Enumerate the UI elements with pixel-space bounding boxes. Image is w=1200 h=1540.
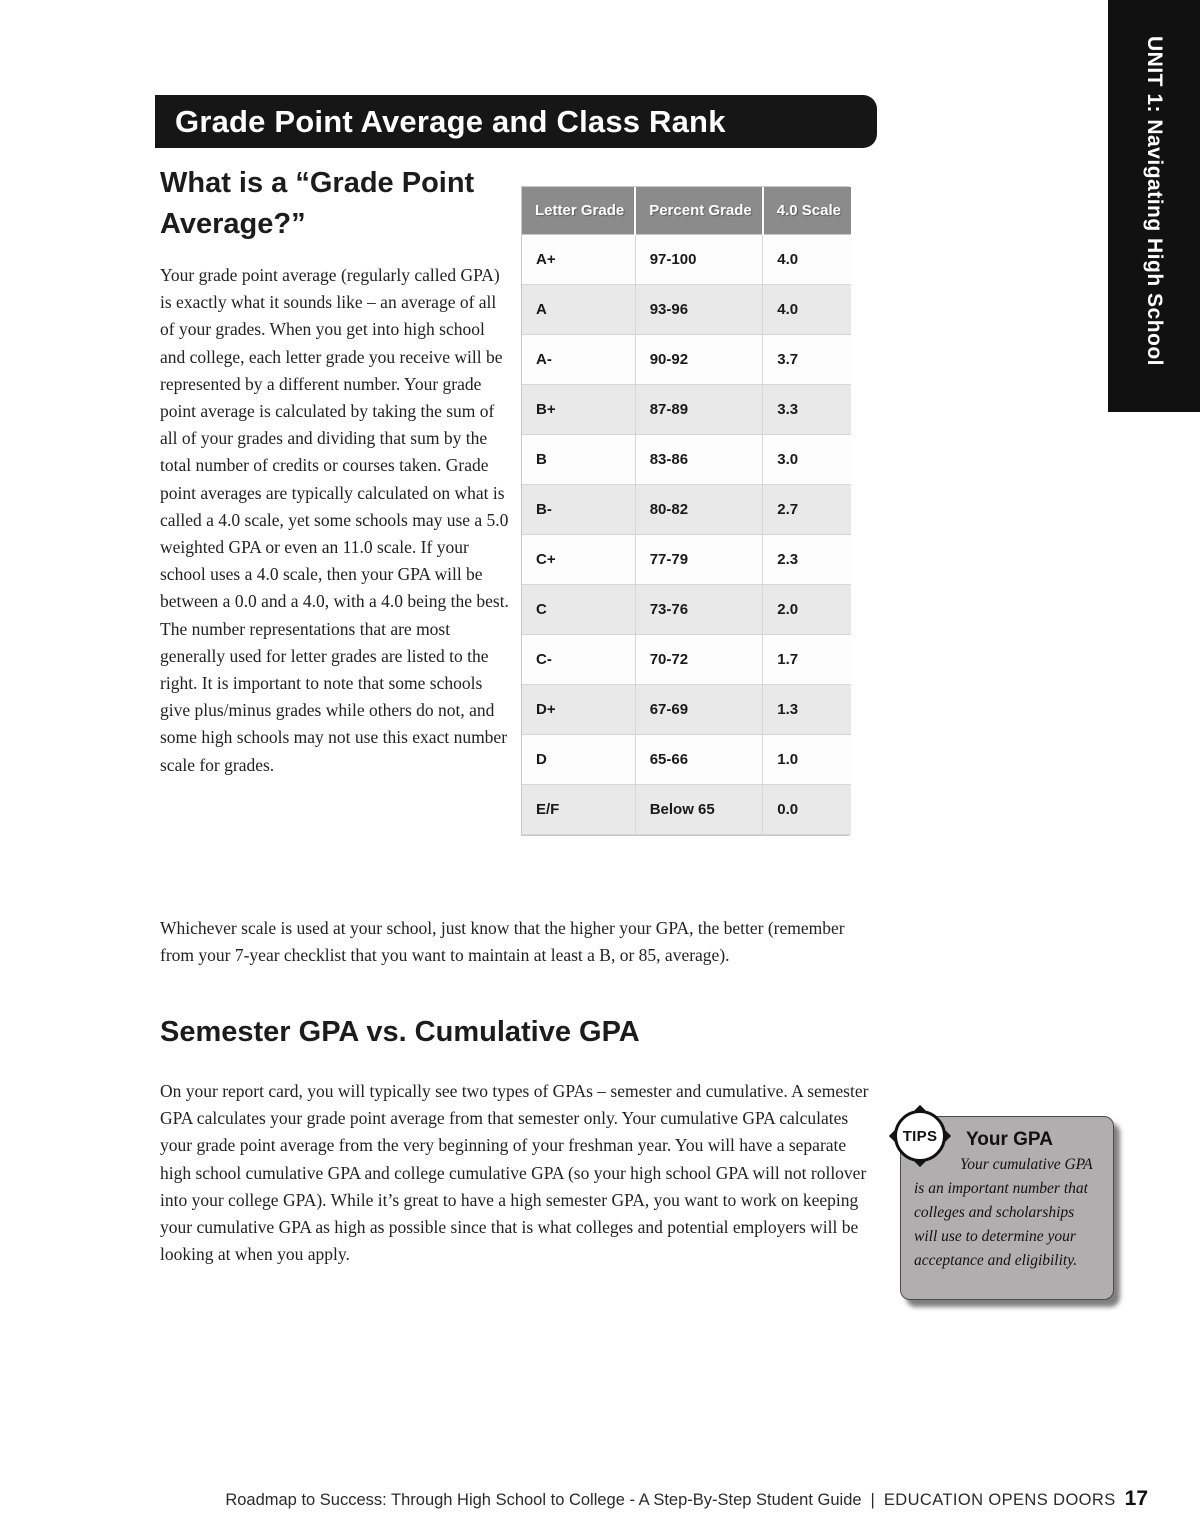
section-heading-what-is-gpa: What is a “Grade Point Average?” [160, 167, 475, 241]
tips-body-text: Your cumulative GPA is an important numb… [914, 1156, 1093, 1269]
table-row: E/F Below 65 0.0 [522, 784, 851, 835]
table-cell: 77-79 [635, 534, 764, 585]
paragraph-whichever-scale: Whichever scale is used at your school, … [160, 918, 845, 966]
table-cell: 2.0 [762, 584, 851, 635]
page-number: 17 [1124, 1487, 1148, 1510]
table-cell: A [522, 284, 636, 335]
table-cell: 4.0 [762, 284, 851, 335]
table-cell: D [522, 734, 636, 785]
table-cell: Below 65 [635, 784, 764, 835]
table-cell: 2.3 [762, 534, 851, 585]
table-cell: 70-72 [635, 634, 764, 685]
table-cell: C [522, 584, 636, 635]
table-row: C 73-76 2.0 [522, 584, 851, 635]
table-cell: 1.3 [762, 684, 851, 735]
unit-tab-label: UNIT 1: Navigating High School [1143, 36, 1166, 367]
table-cell: 87-89 [635, 384, 764, 435]
table-cell: 80-82 [635, 484, 764, 535]
tips-badge-icon: TIPS [888, 1104, 952, 1168]
tips-heading: Your GPA [966, 1129, 1053, 1150]
page-title: Grade Point Average and Class Rank [175, 103, 726, 139]
table-cell: 0.0 [762, 784, 851, 835]
table-cell: D+ [522, 684, 636, 735]
table-row: B- 80-82 2.7 [522, 484, 851, 535]
table-row: A+ 97-100 4.0 [522, 234, 851, 285]
table-header-cell: Letter Grade [522, 187, 637, 235]
footer-brand: EDUCATION OPENS DOORS [883, 1491, 1116, 1509]
table-cell: 2.7 [762, 484, 851, 535]
table-row: B+ 87-89 3.3 [522, 384, 851, 435]
table-cell: 67-69 [635, 684, 764, 735]
table-cell: 65-66 [635, 734, 764, 785]
gpa-table-body: A+ 97-100 4.0 A 93-96 4.0 A- 90-92 3.7 B+ 87-89 3.3… [522, 234, 851, 835]
title-banner: Grade Point Average and Class Rank [155, 95, 877, 148]
footer-separator: | [870, 1491, 875, 1509]
table-cell: B [522, 434, 636, 485]
table-row: A- 90-92 3.7 [522, 334, 851, 385]
table-cell: 4.0 [762, 234, 851, 285]
table-row: C- 70-72 1.7 [522, 634, 851, 685]
table-cell: 3.7 [762, 334, 851, 385]
table-cell: 83-86 [635, 434, 764, 485]
table-header-cell: Percent Grade [635, 187, 764, 235]
section-heading-semester-vs-cumulative: Semester GPA vs. Cumulative GPA [160, 1016, 640, 1048]
paragraph-semester-gpa: On your report card, you will typically … [160, 1081, 869, 1265]
table-cell: 73-76 [635, 584, 764, 635]
table-row: D 65-66 1.0 [522, 734, 851, 785]
table-header-cell: 4.0 Scale [762, 187, 851, 235]
tips-callout-box: TIPS Your GPA Your cumulative GPA is an … [888, 1104, 1114, 1300]
table-cell: E/F [522, 784, 636, 835]
footer-guide-title: Roadmap to Success: Through High School … [225, 1491, 862, 1509]
table-row: A 93-96 4.0 [522, 284, 851, 335]
table-cell: 1.7 [762, 634, 851, 685]
table-cell: B+ [522, 384, 636, 435]
table-row: D+ 67-69 1.3 [522, 684, 851, 735]
table-cell: 97-100 [635, 234, 764, 285]
unit-tab: UNIT 1: Navigating High School [1108, 0, 1200, 412]
table-cell: B- [522, 484, 636, 535]
table-cell: 1.0 [762, 734, 851, 785]
table-header-row: Letter Grade Percent Grade 4.0 Scale [522, 187, 851, 235]
table-cell: A+ [522, 234, 636, 285]
table-cell: 3.0 [762, 434, 851, 485]
gpa-scale-table: Letter Grade Percent Grade 4.0 Scale A+ 97-… [521, 186, 851, 836]
paragraph-gpa-intro: Your grade point average (regularly call… [160, 265, 509, 775]
table-cell: 90-92 [635, 334, 764, 385]
page-footer: Roadmap to Success: Through High School … [225, 1487, 1148, 1511]
table-row: B 83-86 3.0 [522, 434, 851, 485]
table-cell: 3.3 [762, 384, 851, 435]
table-cell: A- [522, 334, 636, 385]
tips-badge-label: TIPS [894, 1110, 946, 1162]
table-row: C+ 77-79 2.3 [522, 534, 851, 585]
table-cell: C+ [522, 534, 636, 585]
table-cell: 93-96 [635, 284, 764, 335]
table-cell: C- [522, 634, 636, 685]
